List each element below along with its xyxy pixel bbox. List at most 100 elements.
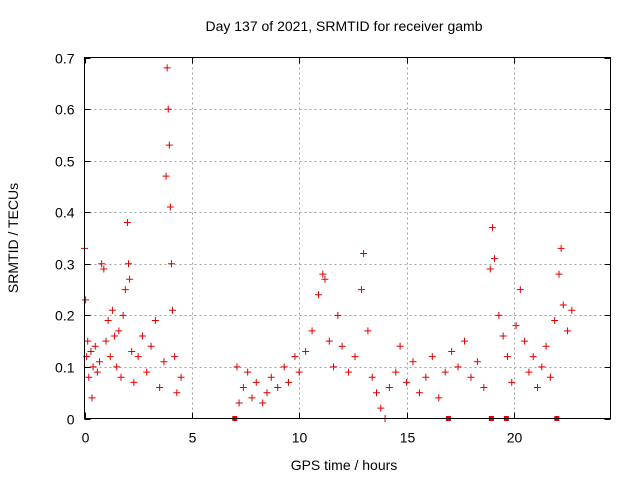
data-points [81, 64, 576, 422]
data-point [164, 105, 172, 113]
y-tick-label: 0.6 [55, 102, 75, 118]
data-point [106, 353, 114, 361]
data-point [409, 358, 417, 366]
data-point [488, 224, 496, 232]
axis-ticks: 0 0.1 0.2 0.3 0.4 0.5 0.6 0.7 0 5 10 15 20 [55, 51, 611, 446]
data-point [248, 394, 256, 402]
data-point [503, 353, 511, 361]
data-point [169, 306, 177, 314]
y-tick-label: 0.2 [55, 308, 75, 324]
data-point [121, 286, 129, 294]
data-point [98, 260, 106, 268]
data-point [473, 358, 481, 366]
data-point [385, 384, 393, 392]
data-point [321, 275, 329, 283]
data-point [396, 342, 404, 350]
data-point [163, 64, 171, 72]
data-point [88, 394, 96, 402]
x-tick-label: 0 [82, 430, 90, 446]
data-point [166, 203, 174, 211]
data-point [377, 404, 385, 412]
y-axis-label: SRMTID / TECUs [5, 183, 21, 293]
data-point [84, 337, 92, 345]
data-point [82, 296, 90, 304]
data-point [134, 353, 142, 361]
data-point [85, 373, 93, 381]
data-point [104, 317, 112, 325]
data-point [291, 353, 299, 361]
data-point [125, 260, 133, 268]
plot-frame [84, 57, 611, 419]
y-tick-label: 0.7 [55, 51, 75, 67]
data-point [512, 322, 520, 330]
data-point [91, 342, 99, 350]
y-tick-label: 0.3 [55, 257, 75, 273]
data-point [151, 317, 159, 325]
data-point [119, 311, 127, 319]
data-point [138, 332, 146, 340]
data-point [435, 394, 443, 402]
data-point [557, 244, 565, 252]
data-point [128, 347, 136, 355]
y-tick-label: 0 [67, 412, 75, 428]
data-point [102, 337, 110, 345]
x-tick-label: 5 [189, 430, 197, 446]
data-point [448, 347, 456, 355]
data-point [252, 378, 260, 386]
data-point [123, 219, 131, 227]
x-tick-label: 10 [292, 430, 308, 446]
data-point [280, 363, 288, 371]
data-point [156, 384, 164, 392]
data-point [534, 384, 542, 392]
data-point [403, 378, 411, 386]
y-tick-label: 0.4 [55, 205, 75, 221]
data-point [334, 311, 342, 319]
data-point [173, 389, 181, 397]
data-point [117, 373, 125, 381]
data-point [516, 286, 524, 294]
y-tick-label: 0.1 [55, 360, 75, 376]
data-point [111, 332, 119, 340]
data-point [100, 265, 108, 273]
data-point [542, 342, 550, 350]
data-point [491, 255, 499, 263]
data-point [495, 311, 503, 319]
data-point [568, 306, 576, 314]
data-point [284, 378, 292, 386]
data-point [239, 384, 247, 392]
data-point [130, 378, 138, 386]
data-point [428, 353, 436, 361]
data-point [508, 378, 516, 386]
data-point [167, 260, 175, 268]
data-point [338, 342, 346, 350]
data-point [325, 337, 333, 345]
data-point [259, 399, 267, 407]
data-point [521, 337, 529, 345]
data-point [126, 275, 134, 283]
data-point [364, 327, 372, 335]
data-point [486, 265, 494, 273]
data-point [89, 363, 97, 371]
data-point [546, 373, 554, 381]
data-point [233, 363, 241, 371]
data-point [315, 291, 323, 299]
data-point [559, 301, 567, 309]
data-point [160, 358, 168, 366]
data-point [143, 368, 151, 376]
data-point [330, 363, 338, 371]
data-point [274, 384, 282, 392]
data-point [392, 368, 400, 376]
data-point [162, 172, 170, 180]
data-point [564, 327, 572, 335]
data-point [244, 368, 252, 376]
data-point [177, 373, 185, 381]
data-point [454, 363, 462, 371]
data-point [372, 389, 380, 397]
data-point [93, 368, 101, 376]
data-point [357, 286, 365, 294]
data-point [263, 389, 271, 397]
data-point [235, 399, 243, 407]
data-point [499, 332, 507, 340]
